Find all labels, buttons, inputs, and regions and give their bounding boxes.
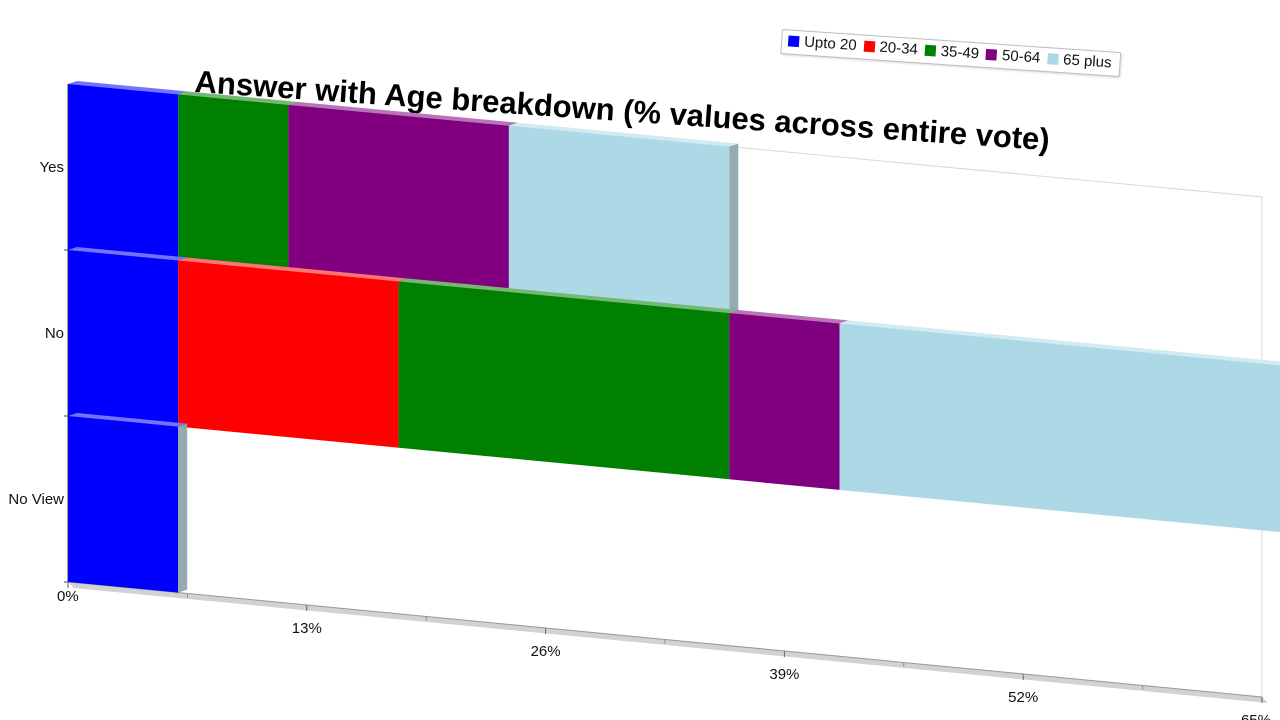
bar-yes-65-plus bbox=[508, 125, 730, 313]
bar-top-no-0 bbox=[68, 247, 188, 261]
bar-no-65-plus bbox=[839, 323, 1280, 533]
x-tick-label: 26% bbox=[531, 643, 561, 660]
y-tick-label: No bbox=[45, 325, 64, 342]
bar-yes-50-64 bbox=[288, 104, 509, 293]
bar-no-50-64 bbox=[729, 313, 840, 490]
bar-end-cap-yes bbox=[729, 143, 739, 313]
bar-top-no-view-0 bbox=[68, 413, 188, 427]
bar-end-cap-no-view bbox=[178, 423, 188, 593]
bar-top-yes-0 bbox=[68, 81, 188, 95]
bar-no-upto-20 bbox=[68, 250, 179, 427]
bar-yes-35-49 bbox=[178, 94, 289, 272]
x-axis-floor bbox=[68, 582, 1268, 703]
bar-top-yes-3 bbox=[288, 101, 518, 126]
bar-top-no-3 bbox=[729, 310, 849, 324]
bar-no-35-49 bbox=[398, 281, 730, 480]
bar-top-no-2 bbox=[398, 278, 739, 313]
x-tick-label: 0% bbox=[57, 588, 79, 605]
x-tick-label: 52% bbox=[1008, 689, 1038, 706]
bar-top-no-4 bbox=[839, 320, 1280, 366]
y-tick-label: No View bbox=[8, 491, 64, 508]
bar-no-view-upto-20 bbox=[68, 416, 179, 593]
bar-top-no-1 bbox=[178, 257, 408, 282]
bar-top-yes-2 bbox=[178, 91, 298, 105]
bar-yes-upto-20 bbox=[68, 84, 179, 261]
x-tick-label: 13% bbox=[292, 620, 322, 637]
x-tick-label: 65% bbox=[1241, 712, 1271, 720]
bar-no-20-34 bbox=[178, 260, 399, 448]
bar-top-yes-4 bbox=[508, 122, 739, 147]
x-tick-label: 39% bbox=[769, 666, 799, 683]
y-tick-label: Yes bbox=[40, 159, 64, 176]
